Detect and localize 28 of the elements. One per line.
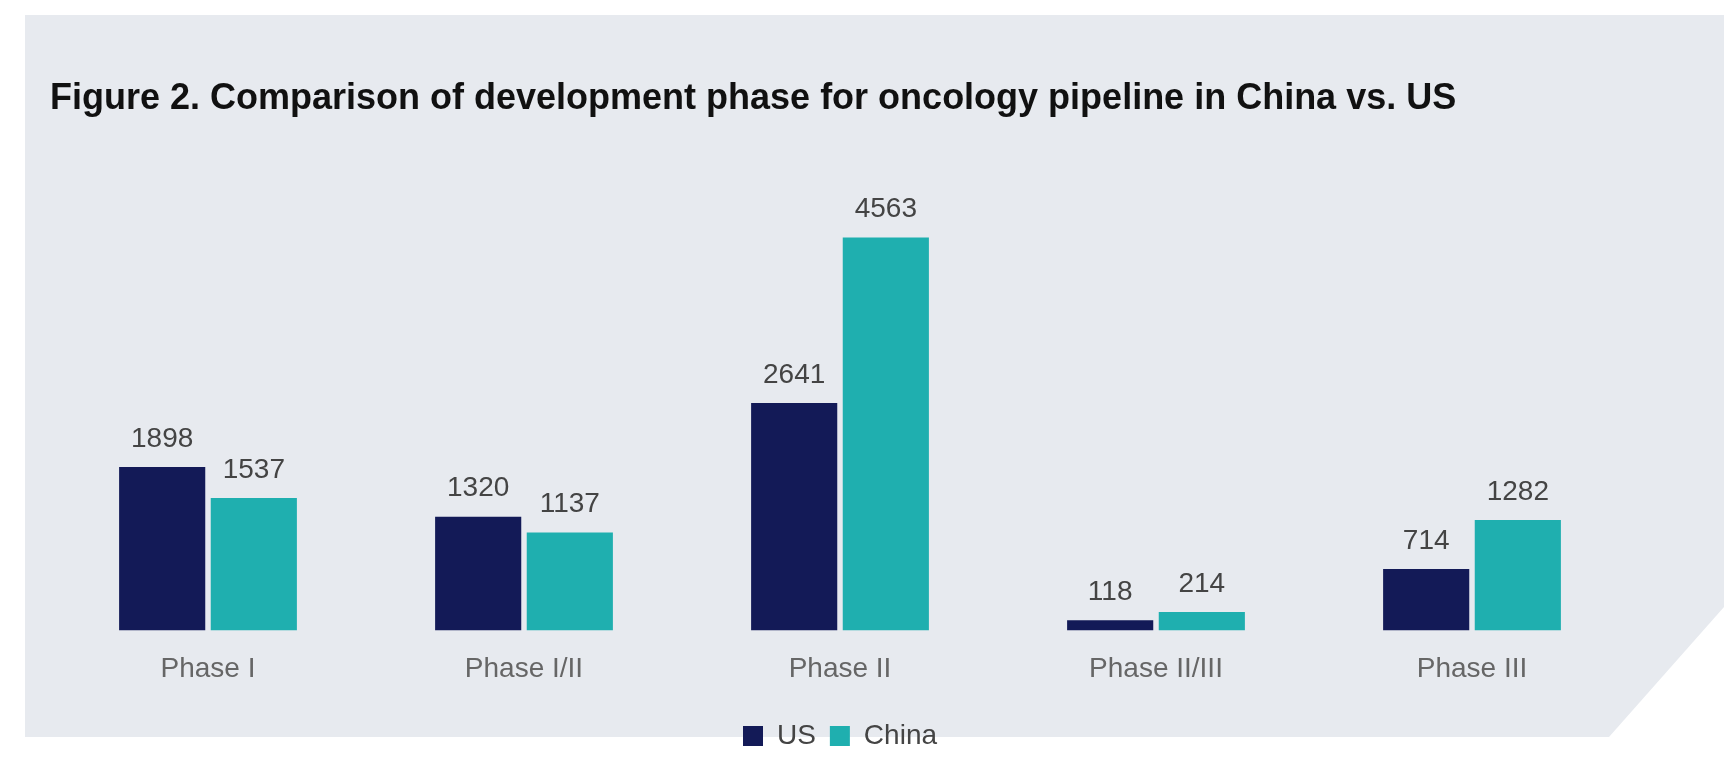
legend-label: China — [863, 718, 938, 750]
bar — [1158, 611, 1245, 631]
data-label: 118 — [1087, 574, 1133, 606]
bar — [210, 498, 297, 631]
data-label: 1137 — [539, 487, 600, 519]
bar — [751, 403, 838, 631]
data-label: 1320 — [447, 471, 510, 503]
data-label: 1898 — [131, 421, 194, 453]
data-label: 1282 — [1486, 474, 1549, 506]
bar — [1067, 620, 1154, 631]
bar — [1383, 568, 1470, 631]
data-label: 2641 — [763, 357, 826, 389]
data-label: 214 — [1178, 566, 1226, 598]
chart-title: Figure 2. Comparison of development phase for oncology pipeline in China vs. US — [50, 76, 1457, 118]
data-label: 714 — [1402, 523, 1450, 555]
bar — [1474, 520, 1561, 631]
x-tick-label: Phase II — [788, 651, 892, 683]
bar — [119, 467, 206, 631]
x-tick-label: Phase I — [160, 651, 256, 683]
x-tick-label: Phase III — [1416, 651, 1528, 683]
x-tick-label: Phase I/II — [464, 651, 584, 683]
bar — [435, 516, 522, 631]
data-label: 1537 — [222, 452, 285, 484]
bar — [842, 237, 929, 631]
bar — [526, 532, 613, 631]
legend-label: US — [776, 718, 816, 750]
data-label: 4563 — [854, 192, 917, 224]
x-tick-label: Phase II/III — [1089, 651, 1223, 683]
